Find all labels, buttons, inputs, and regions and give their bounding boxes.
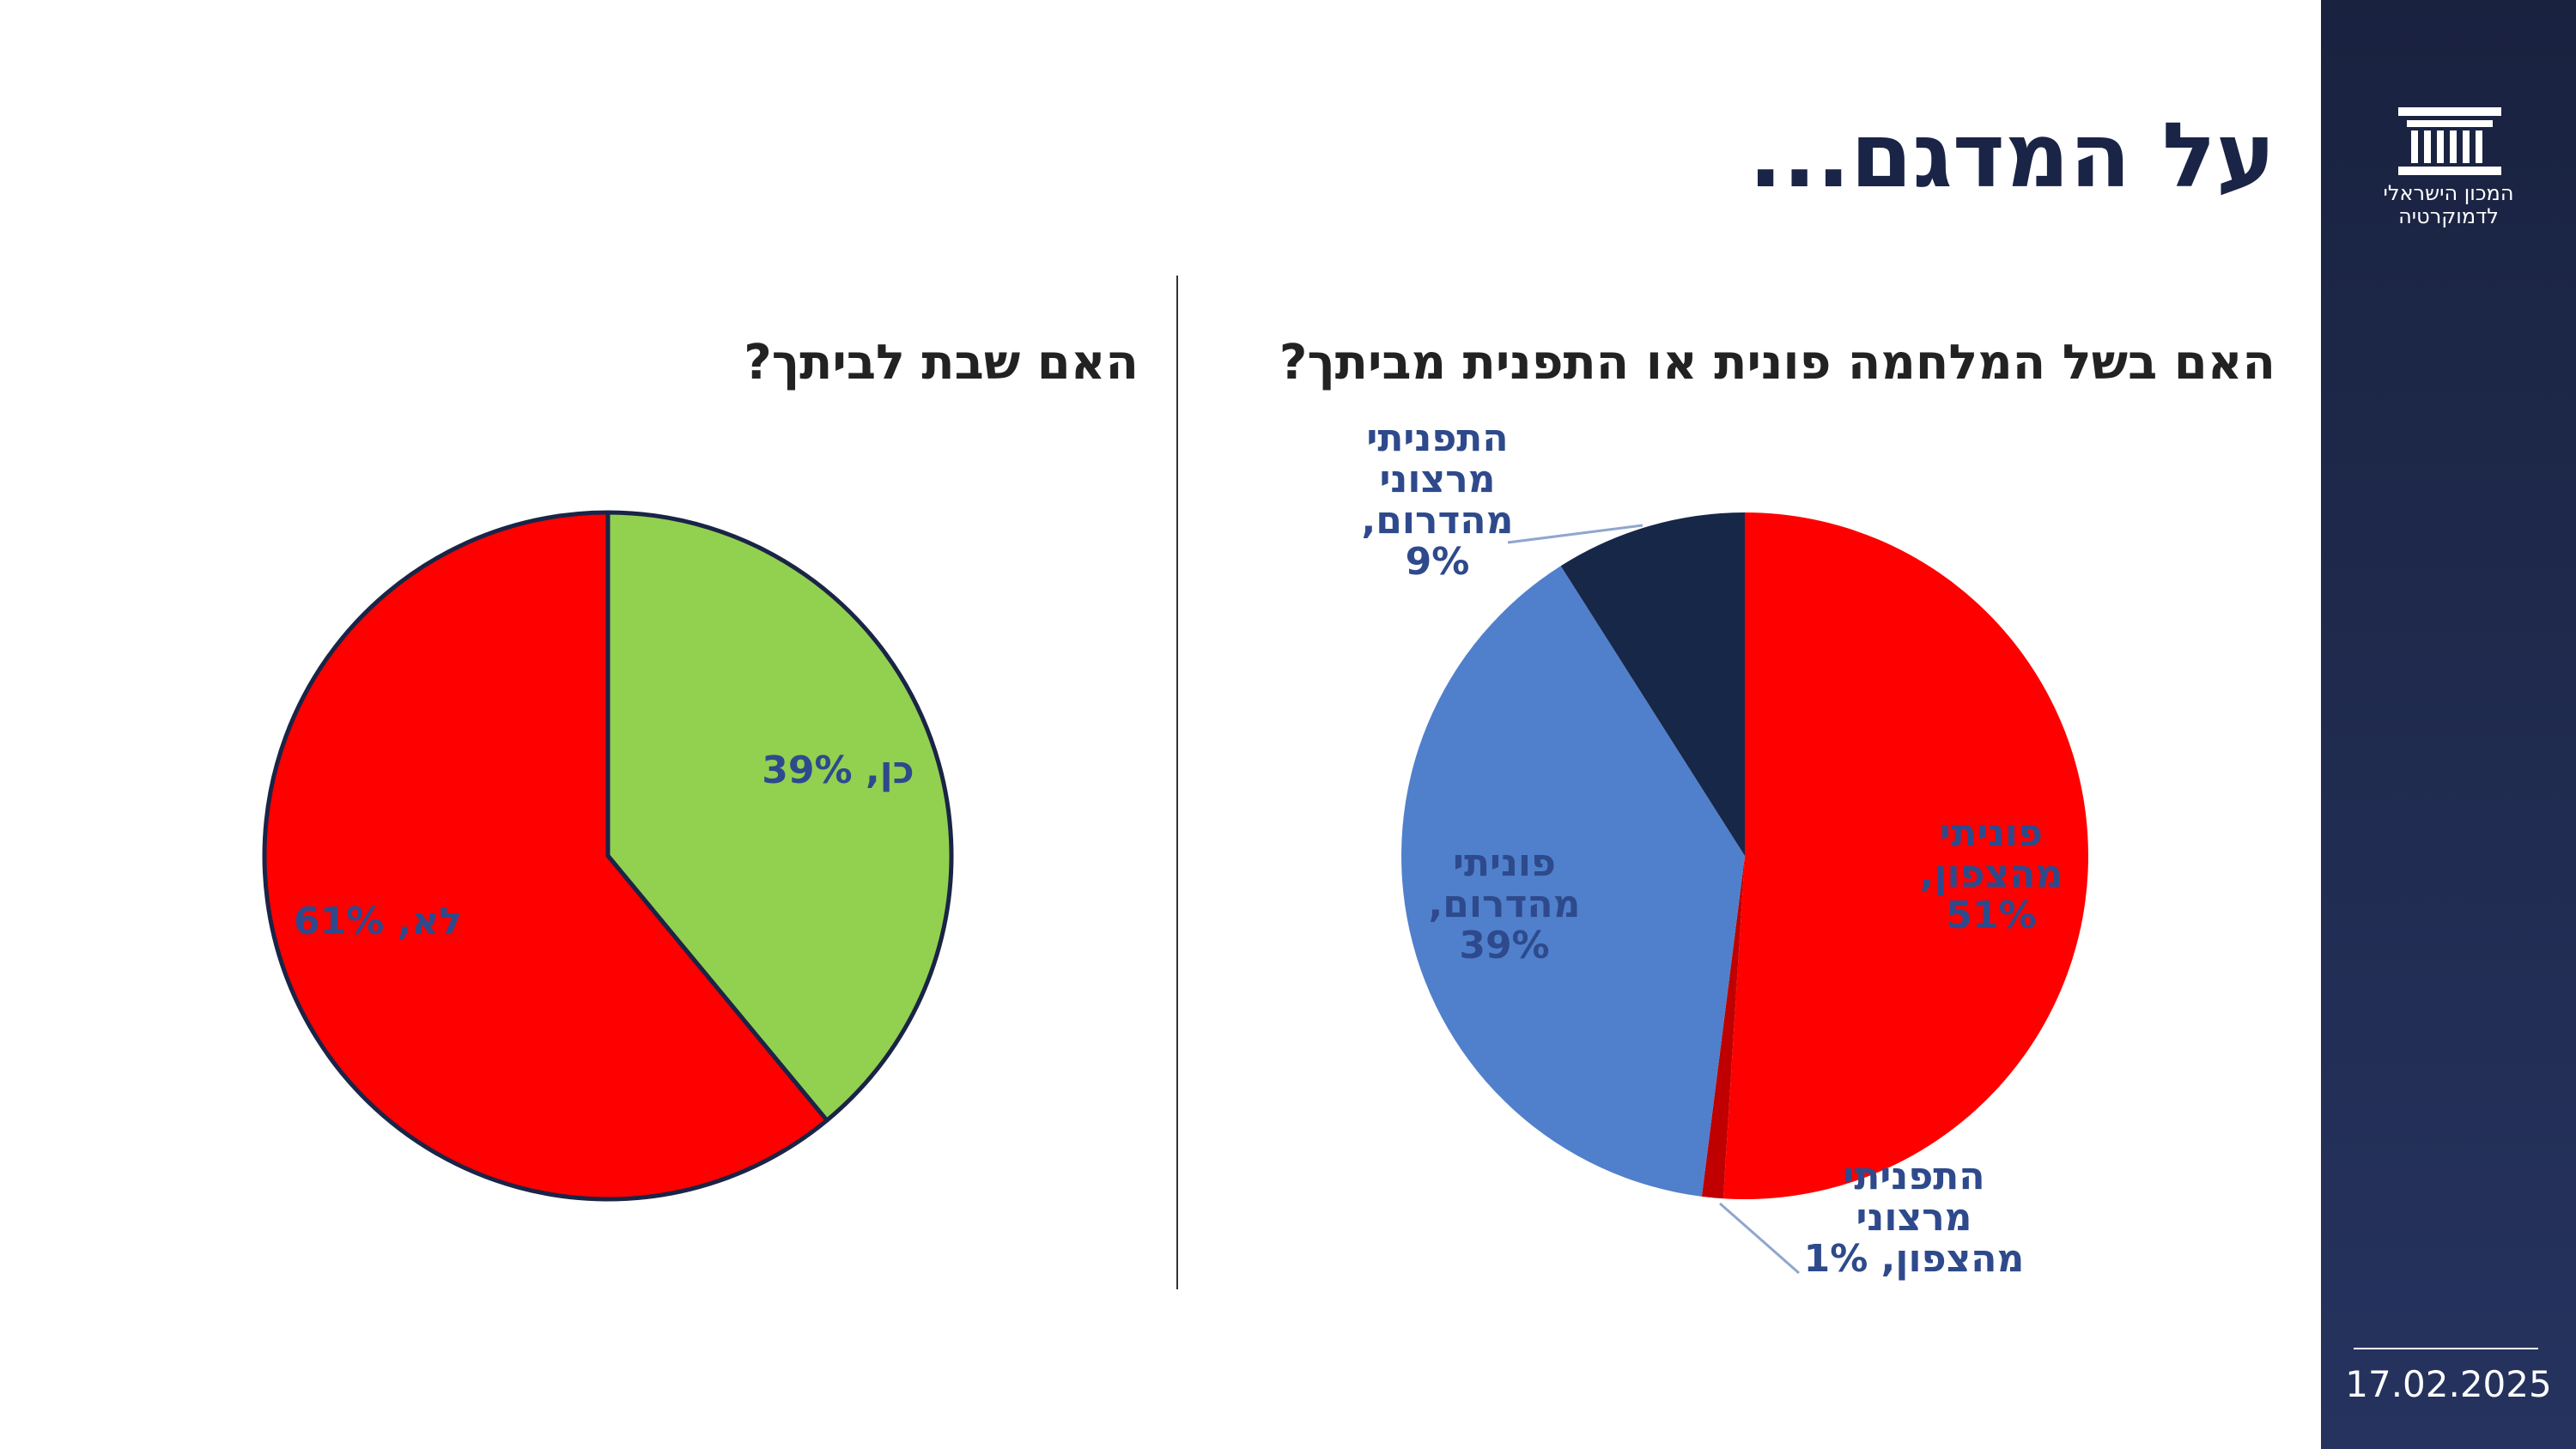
logo-line: לדמוקרטיה [2398, 204, 2499, 228]
divider [1176, 276, 1178, 1289]
logo-icon [2398, 107, 2501, 175]
logo-text: המכון הישראלי לדמוקרטיה [2321, 182, 2576, 228]
pie-slice [1560, 512, 1745, 856]
data-label: פוניתי מהצפון, 51% [1920, 811, 2063, 937]
data-label-line: מרצוני [1379, 458, 1495, 501]
data-label-line: לא, 61% [294, 900, 462, 943]
data-label-line: כן, 39% [762, 749, 914, 792]
data-label-line: מהצפון, 1% [1804, 1237, 2025, 1281]
data-label: פוניתי מהדרום, 39% [1429, 841, 1581, 967]
chart-title: האם שבת לביתך? [744, 335, 1139, 391]
data-label-line: 39% [1459, 924, 1549, 967]
charts: פוניתי מהצפון, 51%התפניתי מרצוני מהצפון, 1%פ… [262, 416, 2089, 1281]
sidebar: המכון הישראלי לדמוקרטיה 17.02.2025 [2321, 0, 2576, 1449]
logo-line: המכון הישראלי [2383, 181, 2514, 205]
data-label-line: מהדרום, [1362, 499, 1514, 543]
pie-slice [1722, 512, 2089, 1199]
leader-line [1719, 1202, 1800, 1275]
data-label-line: פוניתי [1940, 811, 2043, 855]
pie-slice [262, 510, 829, 1202]
pie-slice [1401, 566, 1745, 1197]
data-label-line: מהצפון, [1920, 852, 2063, 896]
data-label: לא, 61% [294, 900, 462, 943]
data-label: התפניתי מרצוני מהצפון, 1% [1804, 1155, 2025, 1281]
data-label: התפניתי מרצוני מהדרום, 9% [1362, 416, 1514, 584]
data-label-line: פוניתי [1453, 841, 1556, 885]
data-label-line: התפניתי [1843, 1155, 1984, 1198]
data-label-line: 51% [1946, 894, 2036, 937]
data-label: כן, 39% [762, 749, 914, 792]
data-label-line: 9% [1406, 540, 1470, 584]
leader-line [1507, 524, 1643, 544]
page-title: על המדגם... [1748, 103, 2275, 208]
date-rule [2354, 1348, 2538, 1349]
chart-title: האם בשל המלחמה פונית או התפנית מביתך? [1279, 335, 2275, 391]
pie-slice [1701, 856, 1745, 1199]
data-label-line: מהדרום, [1429, 882, 1581, 926]
date: 17.02.2025 [2345, 1363, 2552, 1405]
data-label-line: התפניתי [1366, 416, 1508, 460]
pie-slice [605, 510, 954, 1123]
data-label-line: מרצוני [1856, 1196, 1971, 1240]
